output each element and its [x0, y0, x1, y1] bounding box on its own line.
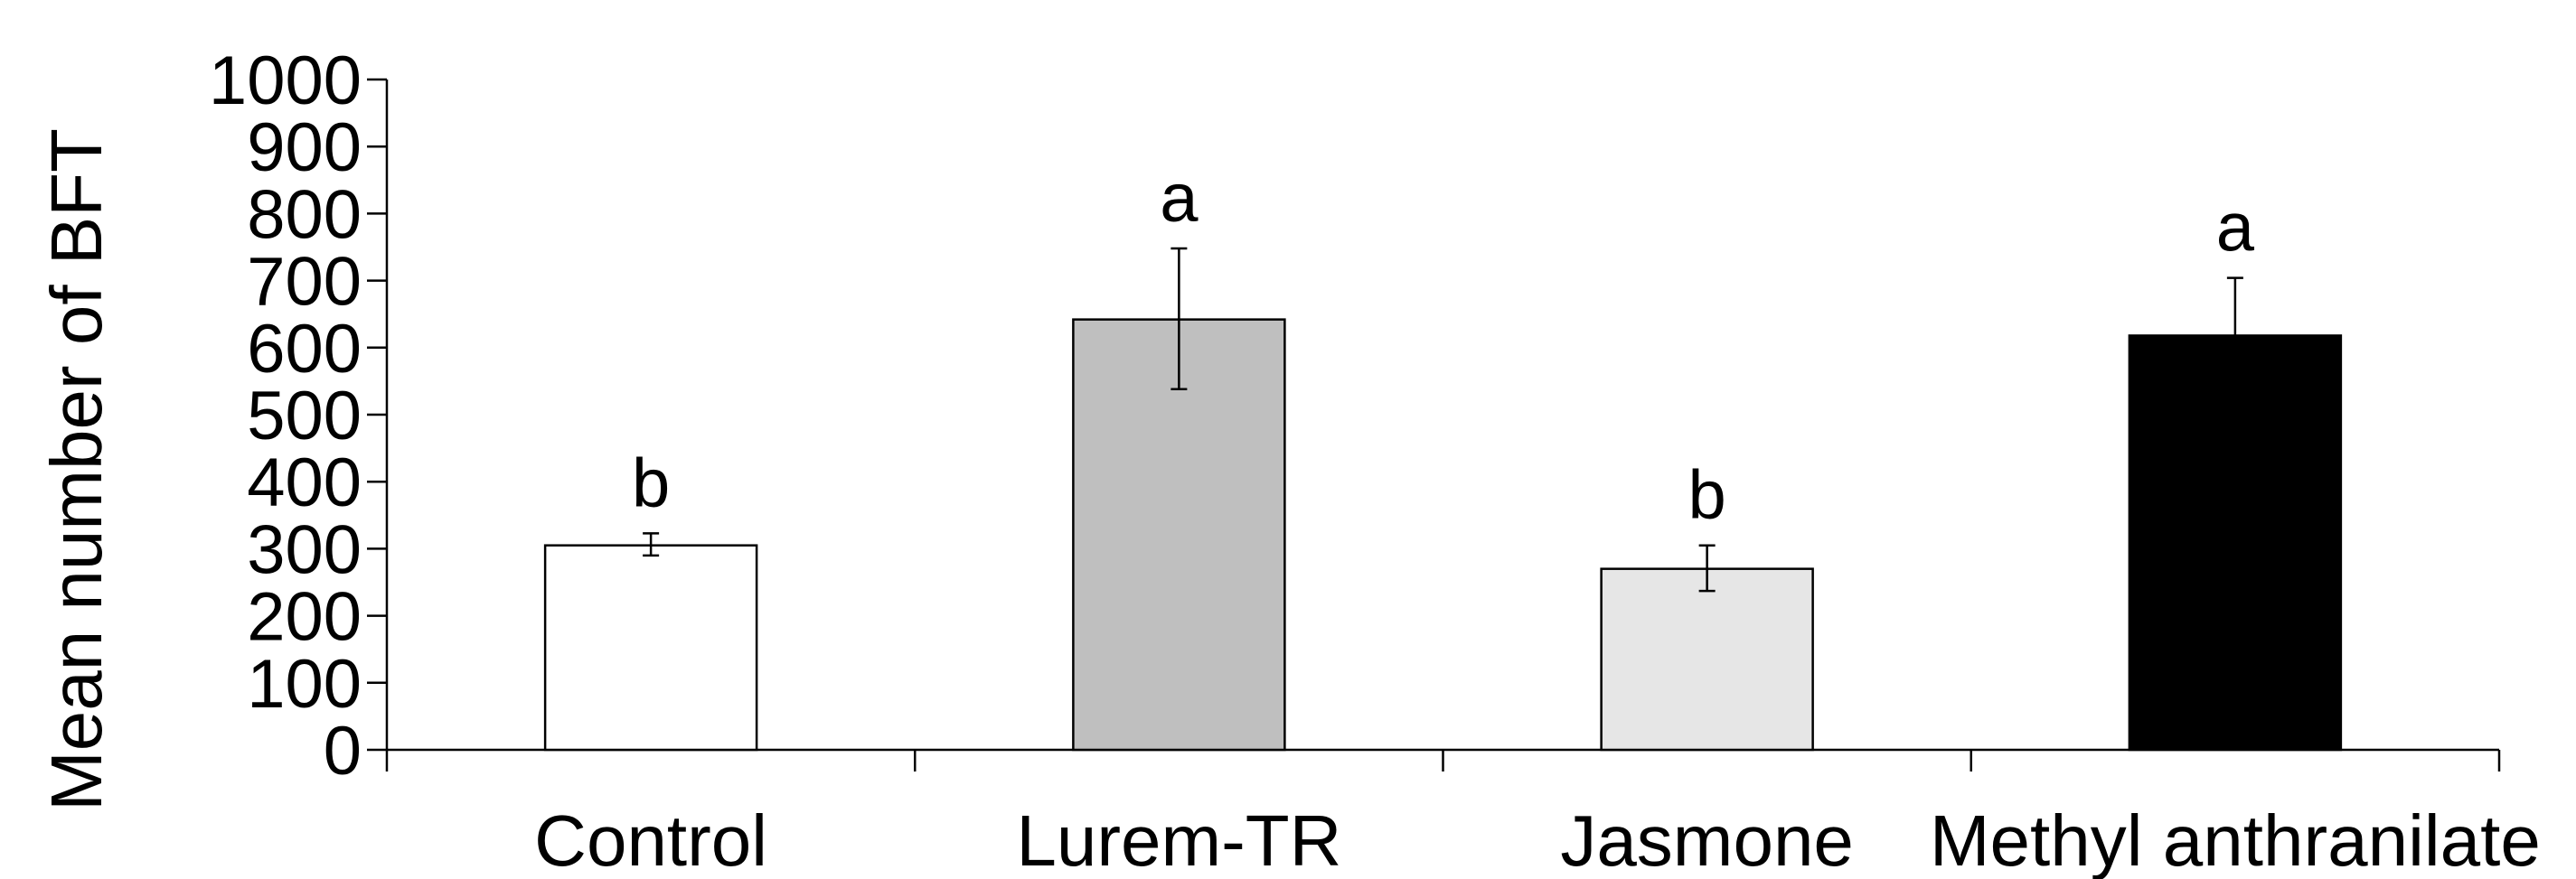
bar-0	[543, 544, 758, 752]
y-tick-label: 900	[247, 109, 362, 186]
bar-3	[2128, 334, 2343, 752]
y-tick-label: 700	[247, 244, 362, 321]
y-tick-label: 0	[324, 713, 362, 790]
category-labels: Control Lurem-TR Jasmone Methyl anthranilat…	[534, 800, 2541, 879]
y-tick-label: 500	[247, 378, 362, 454]
category-label: Lurem-TR	[1016, 800, 1341, 879]
x-axis	[385, 748, 2501, 771]
y-axis-title: Mean number of BFT	[36, 128, 117, 811]
error-bars	[643, 247, 2243, 593]
significance-letter: b	[1688, 457, 1725, 534]
category-label: Methyl anthranilate	[1930, 800, 2541, 879]
y-tick-label: 100	[247, 646, 362, 723]
y-tick-label: 600	[247, 311, 362, 388]
y-tick-label: 400	[247, 444, 362, 521]
category-label: Control	[534, 800, 767, 879]
significance-letter: b	[632, 444, 670, 521]
bar-2	[1600, 567, 1814, 752]
y-tick-label: 1000	[209, 42, 362, 119]
y-tick-label: 800	[247, 176, 362, 253]
y-tick-label: 300	[247, 511, 362, 588]
y-tick-label: 200	[247, 579, 362, 656]
bars	[543, 318, 2343, 752]
significance-letter: a	[2216, 190, 2255, 267]
category-label: Jasmone	[1560, 800, 1854, 879]
significance-letter: a	[1160, 160, 1199, 237]
significance-letters: b a b a	[632, 160, 2255, 534]
